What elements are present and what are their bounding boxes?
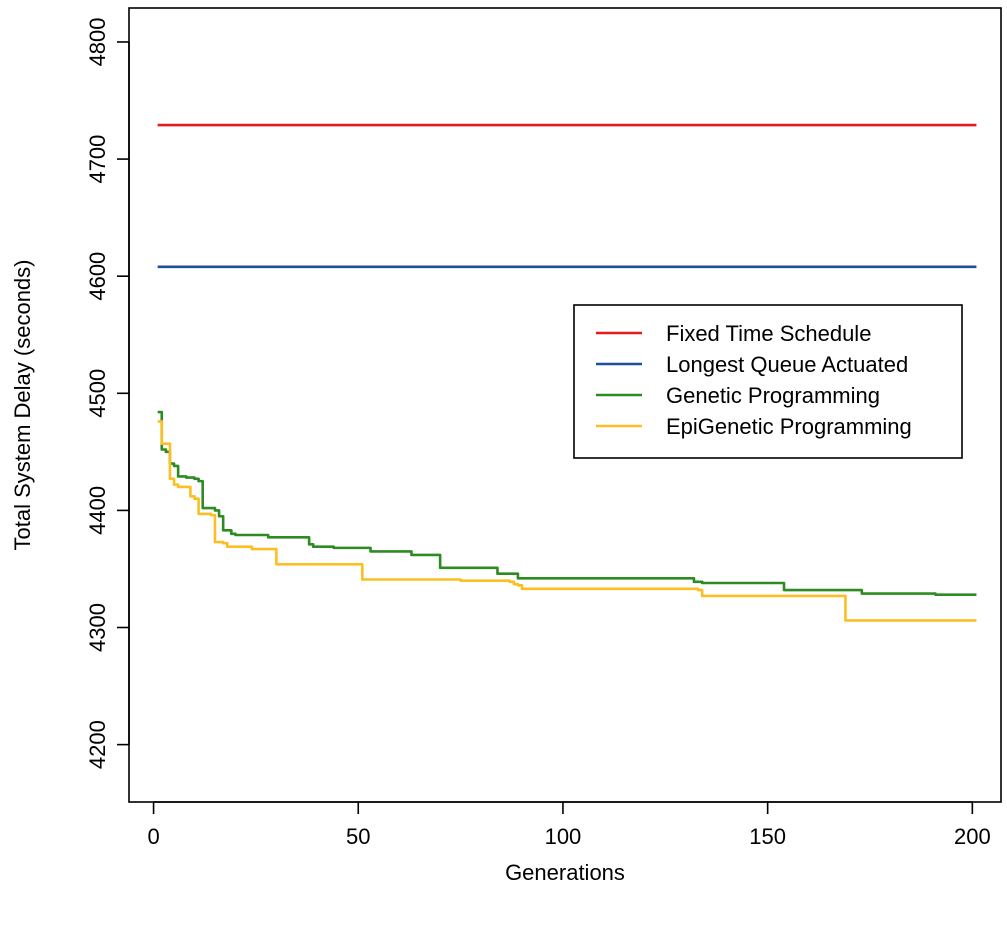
legend: Fixed Time Schedule Longest Queue Actuate… — [573, 304, 963, 459]
y-tick-label: 4500 — [85, 369, 110, 418]
x-tick-label: 100 — [545, 824, 582, 849]
y-tick-label: 4400 — [85, 486, 110, 535]
y-tick-label: 4300 — [85, 603, 110, 652]
legend-label-1: Fixed Time Schedule — [666, 321, 871, 346]
y-tick-label: 4800 — [85, 17, 110, 66]
y-tick-label: 4700 — [85, 135, 110, 184]
legend-box — [573, 304, 963, 459]
series-line-4 — [157, 420, 977, 622]
x-tick-label: 0 — [147, 824, 159, 849]
x-tick-label: 200 — [954, 824, 991, 849]
x-tick-label: 150 — [749, 824, 786, 849]
y-tick-label: 4200 — [85, 720, 110, 769]
legend-label-2: Longest Queue Actuated — [666, 352, 908, 377]
y-axis-title: Total System Delay (seconds) — [10, 260, 35, 551]
series-line-3 — [157, 410, 977, 597]
y-tick-label: 4600 — [85, 252, 110, 301]
legend-label-3: Genetic Programming — [666, 383, 880, 408]
x-axis-title: Generations — [505, 860, 625, 885]
x-axis: 0 50 100 150 200 — [147, 801, 991, 849]
legend-label-4: EpiGenetic Programming — [666, 414, 912, 439]
series-layer — [157, 123, 977, 622]
y-axis: 4200 4300 4400 4500 4600 4700 4800 — [85, 17, 130, 769]
x-tick-label: 50 — [346, 824, 370, 849]
